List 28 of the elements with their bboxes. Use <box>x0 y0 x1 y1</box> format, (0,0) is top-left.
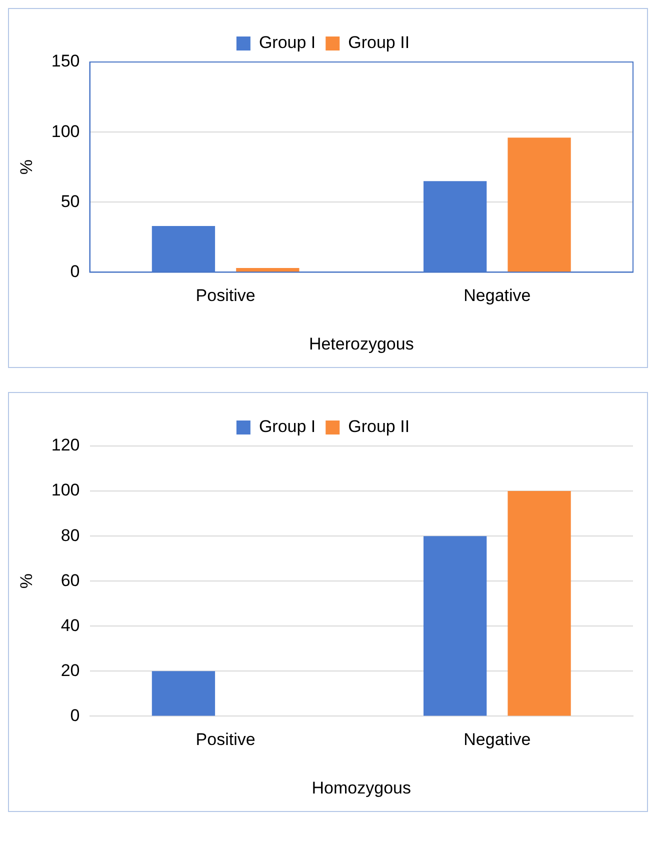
bar <box>152 671 216 716</box>
y-tick-label: 0 <box>70 262 80 281</box>
y-tick-label: 120 <box>51 436 80 455</box>
bar <box>508 491 571 716</box>
y-tick-label: 80 <box>60 526 80 545</box>
y-axis-title: % <box>16 574 36 589</box>
x-tick-label: Negative <box>464 286 531 306</box>
bar <box>236 268 300 272</box>
x-axis-title: Homozygous <box>312 778 411 798</box>
x-tick-label: Positive <box>196 286 256 306</box>
y-axis-title: % <box>16 160 36 175</box>
y-tick-label: 150 <box>51 52 80 71</box>
x-tick-label: Negative <box>464 730 531 750</box>
x-tick-label: Positive <box>196 730 256 750</box>
y-tick-label: 50 <box>60 192 80 211</box>
bar <box>424 536 487 716</box>
bar <box>508 138 571 272</box>
legend-label: Group II <box>348 417 410 436</box>
legend-label: Group II <box>348 33 410 52</box>
y-tick-label: 100 <box>51 480 80 500</box>
y-tick-label: 20 <box>60 660 80 680</box>
y-tick-label: 100 <box>51 122 80 141</box>
x-axis-title: Heterozygous <box>308 334 414 354</box>
legend-label: Group I <box>258 417 316 436</box>
y-tick-label: 60 <box>60 570 80 590</box>
y-tick-label: 40 <box>60 616 80 635</box>
legend-label: Group I <box>258 33 316 52</box>
y-tick-label: 0 <box>70 706 80 725</box>
